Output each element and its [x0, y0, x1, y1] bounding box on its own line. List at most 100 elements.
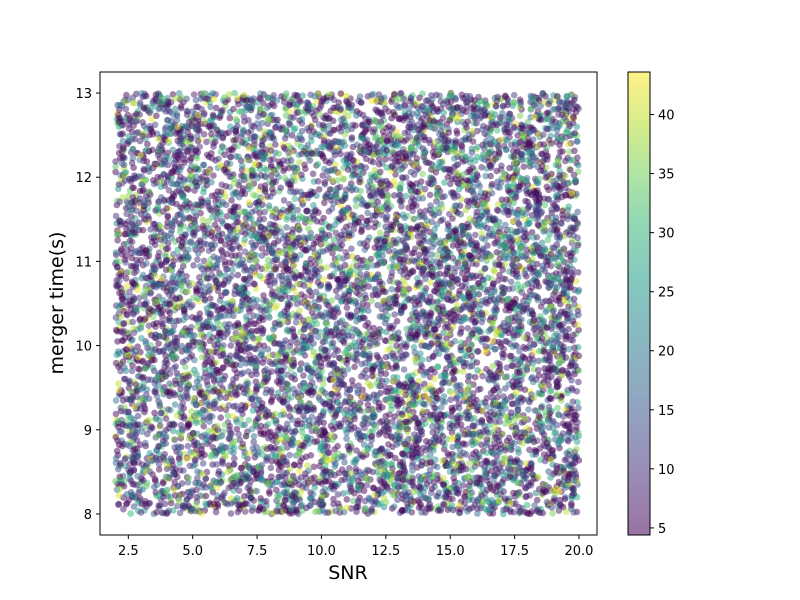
- data-point: [305, 225, 312, 232]
- data-point: [465, 136, 473, 143]
- data-point: [167, 327, 174, 335]
- data-point: [416, 94, 423, 102]
- data-point: [478, 318, 486, 326]
- data-point: [527, 92, 535, 100]
- data-point: [457, 211, 465, 218]
- data-point: [478, 223, 485, 230]
- data-point: [227, 342, 235, 349]
- data-point: [494, 201, 502, 208]
- data-point: [136, 137, 144, 145]
- data-point: [400, 366, 408, 373]
- data-point: [364, 223, 372, 231]
- data-point: [205, 153, 213, 161]
- data-point: [241, 248, 249, 255]
- data-point: [340, 157, 348, 164]
- data-point: [510, 91, 518, 99]
- data-point: [410, 215, 418, 223]
- data-point: [428, 485, 436, 493]
- data-point: [498, 136, 505, 143]
- data-point: [389, 418, 396, 425]
- data-point: [431, 369, 438, 376]
- data-point: [190, 91, 198, 98]
- data-point: [462, 206, 470, 214]
- data-point: [463, 415, 471, 422]
- data-point: [471, 373, 479, 381]
- data-point: [270, 239, 278, 247]
- data-point: [311, 93, 318, 100]
- data-point: [119, 337, 127, 345]
- data-point: [573, 123, 581, 130]
- data-point: [175, 317, 183, 325]
- data-point: [133, 110, 140, 118]
- data-point: [360, 441, 368, 448]
- data-point: [509, 400, 516, 408]
- data-point: [204, 95, 212, 103]
- data-point: [504, 101, 511, 109]
- data-point: [565, 140, 572, 148]
- data-point: [334, 491, 342, 498]
- data-point: [521, 484, 529, 491]
- data-point: [417, 491, 424, 499]
- data-point: [441, 193, 448, 200]
- data-point: [376, 229, 384, 237]
- data-point: [150, 180, 158, 188]
- data-point: [252, 192, 260, 200]
- data-point: [250, 401, 257, 409]
- data-point: [570, 295, 578, 303]
- data-point: [127, 510, 134, 517]
- data-point: [177, 104, 185, 112]
- data-point: [250, 433, 258, 440]
- data-point: [182, 356, 190, 364]
- data-point: [225, 402, 233, 409]
- data-point: [156, 155, 164, 162]
- data-point: [170, 427, 177, 435]
- data-point: [281, 98, 288, 106]
- data-point: [306, 157, 314, 164]
- data-point: [315, 186, 323, 193]
- data-point: [419, 170, 426, 178]
- data-point: [284, 180, 292, 187]
- data-point: [245, 145, 252, 152]
- data-point: [162, 415, 170, 423]
- data-point: [457, 381, 464, 389]
- data-point: [207, 103, 214, 111]
- data-point: [540, 228, 547, 235]
- data-point: [571, 344, 578, 352]
- data-point: [365, 307, 372, 315]
- data-point: [553, 284, 561, 291]
- data-point: [334, 347, 342, 355]
- data-point: [200, 131, 208, 138]
- data-point: [525, 406, 532, 413]
- data-point: [431, 375, 438, 383]
- data-point: [340, 176, 348, 183]
- data-point: [130, 329, 138, 337]
- data-point: [363, 466, 371, 474]
- data-point: [119, 358, 127, 365]
- data-point: [171, 401, 179, 408]
- data-point: [162, 279, 170, 286]
- data-point: [553, 391, 561, 398]
- data-point: [393, 317, 401, 325]
- data-point: [388, 402, 396, 409]
- data-point: [143, 260, 150, 267]
- data-point: [516, 112, 524, 120]
- data-point: [533, 376, 540, 383]
- data-point: [266, 220, 274, 228]
- data-point: [238, 370, 245, 378]
- data-point: [185, 254, 192, 261]
- data-point: [348, 134, 356, 141]
- data-point: [291, 195, 299, 203]
- data-point: [223, 213, 231, 220]
- data-point: [310, 463, 318, 471]
- data-point: [344, 365, 352, 373]
- data-point: [511, 440, 518, 447]
- data-point: [473, 359, 481, 366]
- data-point: [575, 161, 582, 169]
- data-point: [364, 319, 372, 327]
- data-point: [140, 291, 147, 298]
- data-point: [474, 367, 481, 374]
- data-point: [228, 245, 236, 252]
- data-point: [123, 91, 130, 99]
- data-point: [575, 326, 582, 334]
- data-point: [496, 360, 503, 368]
